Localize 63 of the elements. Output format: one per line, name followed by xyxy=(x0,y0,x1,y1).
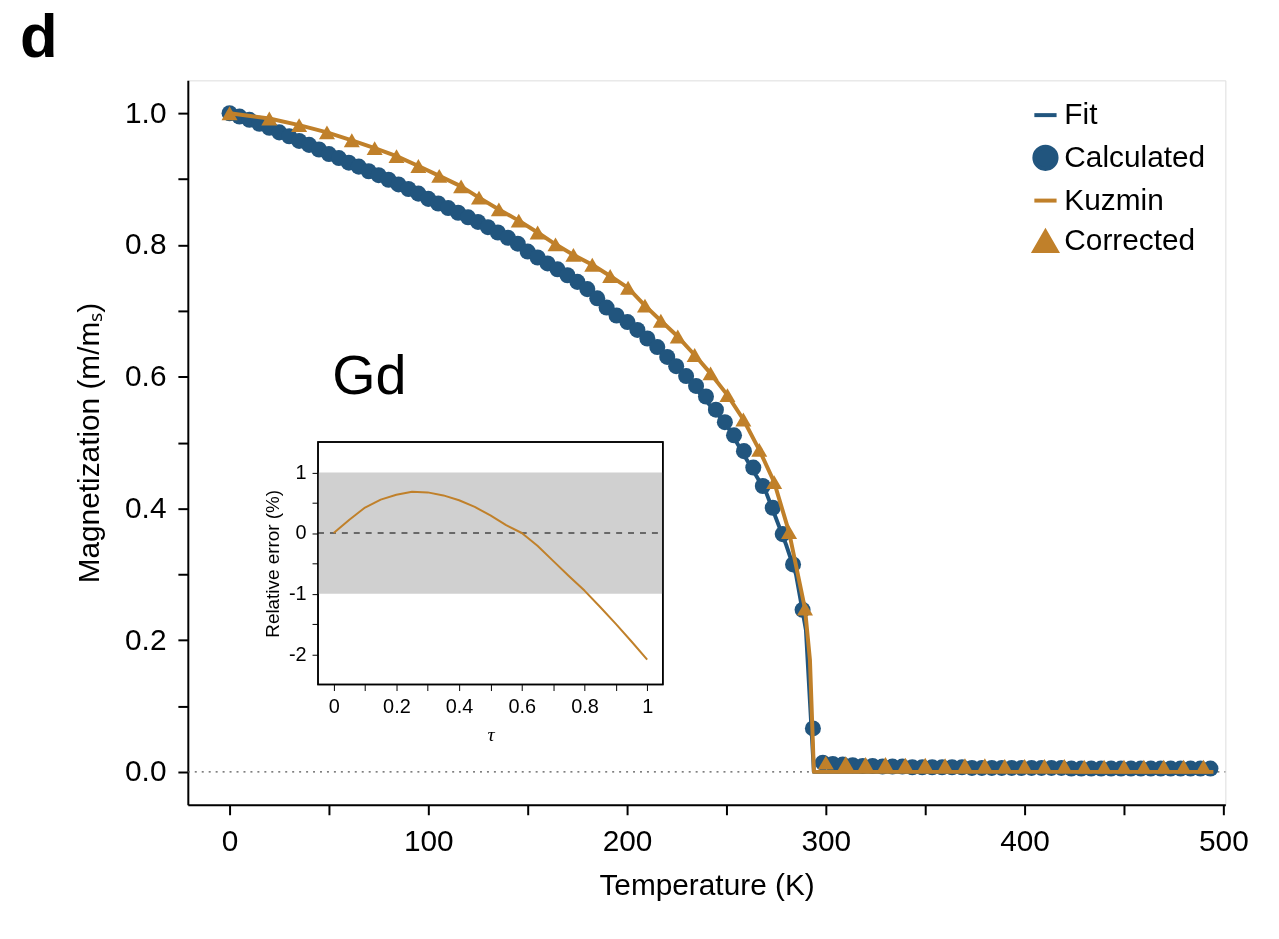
point xyxy=(669,329,686,344)
y-tick-label: 0.8 xyxy=(125,227,167,261)
y-tick-label: 1 xyxy=(295,460,307,483)
point xyxy=(547,237,564,252)
point xyxy=(766,475,783,490)
point xyxy=(751,442,768,457)
y-tick-label: 0 xyxy=(295,521,307,544)
y-tick-label: 0.6 xyxy=(125,359,167,393)
point xyxy=(470,190,488,205)
x-axis-title: τ xyxy=(487,722,496,745)
point xyxy=(410,159,427,173)
point xyxy=(636,298,653,313)
y-tick-label: 0.0 xyxy=(125,754,167,788)
x-tick-label: 100 xyxy=(403,824,454,858)
point xyxy=(529,225,546,240)
annotation: Gd xyxy=(332,344,407,407)
line-series xyxy=(332,490,649,661)
x-tick-label: 0 xyxy=(328,694,340,717)
point xyxy=(620,280,637,295)
point xyxy=(318,125,335,140)
legend-label: Calculated xyxy=(1064,139,1206,173)
point xyxy=(453,179,470,194)
x-tick-label: 0 xyxy=(221,824,239,858)
x-tick-label: 0.6 xyxy=(508,694,537,717)
y-tick-label: 0.2 xyxy=(125,622,167,656)
point xyxy=(686,348,703,362)
x-tick-label: 0.8 xyxy=(571,694,599,717)
point xyxy=(584,257,601,272)
x-tick-label: 400 xyxy=(1000,824,1050,858)
point xyxy=(291,118,308,133)
point xyxy=(388,149,405,164)
x-tick-label: 1 xyxy=(642,694,654,717)
y-tick-label: -1 xyxy=(288,582,307,605)
x-tick-label: 0.2 xyxy=(383,694,411,717)
point xyxy=(719,388,736,403)
point xyxy=(510,213,527,228)
y-tick-label: 0.4 xyxy=(125,490,167,524)
y-tick-label: -2 xyxy=(288,642,307,665)
point xyxy=(431,168,448,183)
y-axis-title: Magnetization (m/mₛ) xyxy=(72,302,106,584)
point xyxy=(877,757,894,771)
point xyxy=(781,525,798,540)
x-axis-title: Temperature (K) xyxy=(599,867,815,901)
x-tick-label: 200 xyxy=(602,824,653,858)
y-axis-title: Relative error (%) xyxy=(261,489,283,638)
x-tick-label: 500 xyxy=(1198,824,1249,858)
point xyxy=(366,141,383,156)
point xyxy=(735,412,752,427)
point xyxy=(602,269,619,283)
x-tick-label: 300 xyxy=(801,824,852,858)
point xyxy=(702,366,719,381)
point xyxy=(490,202,507,217)
legend-label: Corrected xyxy=(1064,223,1196,257)
point xyxy=(261,111,278,126)
legend-label: Fit xyxy=(1064,97,1099,131)
x-tick-label: 0.4 xyxy=(445,694,474,717)
point xyxy=(343,133,360,148)
point xyxy=(565,247,582,262)
text: d xyxy=(19,1,58,71)
legend-label: Kuzmin xyxy=(1064,182,1164,216)
y-tick-label: 1.0 xyxy=(125,95,167,129)
point xyxy=(917,757,934,772)
point xyxy=(652,313,669,328)
